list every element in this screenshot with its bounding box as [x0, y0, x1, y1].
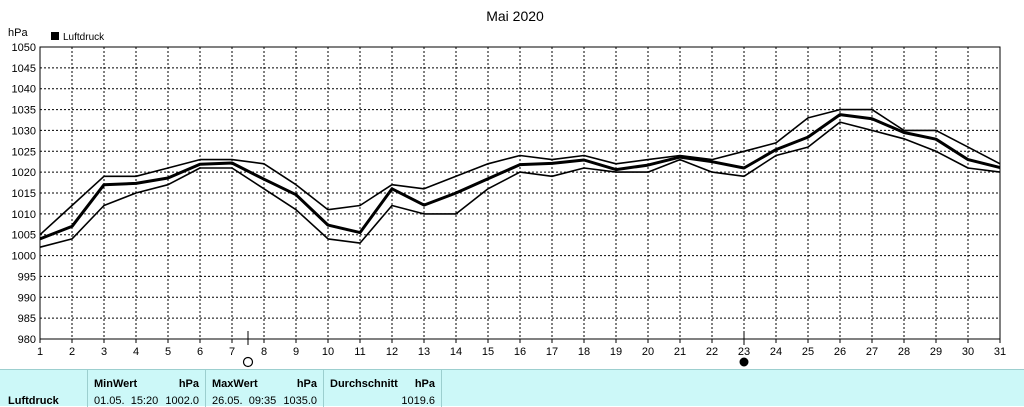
x-tick-label: 17: [546, 346, 558, 358]
x-tick-label: 20: [642, 346, 654, 358]
y-tick-label: 1040: [12, 84, 36, 96]
x-tick-label: 5: [165, 346, 171, 358]
stats-max-cell: MaxWert hPa 26.05. 09:35 1035.0: [206, 370, 324, 407]
x-tick-label: 31: [994, 346, 1006, 358]
series-line-max: [39, 108, 1001, 236]
x-tick-label: 6: [197, 346, 203, 358]
x-tick-label: 16: [514, 346, 526, 358]
moon-markers: [242, 331, 749, 368]
max-unit: hPa: [296, 378, 317, 390]
pressure-chart: Mai 2020 hPa Luftdruck 98098599099510001…: [8, 8, 1006, 368]
y-tick-label: 1035: [12, 105, 36, 117]
y-tick-label: 990: [18, 292, 36, 304]
x-tick-label: 15: [482, 346, 494, 358]
x-tick-label: 8: [261, 346, 267, 358]
avg-header: Durchschnitt: [330, 378, 398, 390]
plot-frame: [39, 46, 1001, 340]
x-tick-label: 28: [898, 346, 910, 358]
x-tick-label: 4: [133, 346, 139, 358]
x-tick-label: 14: [450, 346, 462, 358]
chart-title: Mai 2020: [486, 8, 544, 24]
legend-swatch: [51, 32, 59, 40]
x-tick-label: 9: [293, 346, 299, 358]
y-tick-label: 1030: [12, 125, 36, 137]
x-tick-label: 24: [770, 346, 782, 358]
stats-min-cell: MinWert hPa 01.05. 15:20 1002.0: [88, 370, 206, 407]
y-axis-unit: hPa: [8, 27, 28, 39]
x-tick-label: 12: [386, 346, 398, 358]
series-lines: [39, 108, 1001, 248]
x-tick-label: 11: [354, 346, 365, 358]
stats-series-label: Luftdruck: [8, 395, 59, 407]
y-tick-label: 1025: [12, 146, 36, 158]
y-axis: 980 985 990 995 1000 1005 1010 1015 1020 1025 1030…: [12, 42, 36, 346]
max-header: MaxWert: [212, 378, 258, 390]
x-tick-label: 21: [674, 346, 686, 358]
y-tick-label: 1005: [12, 230, 36, 242]
avg-unit: hPa: [414, 378, 435, 390]
x-tick-label: 18: [578, 346, 590, 358]
y-tick-label: 995: [18, 271, 36, 283]
y-tick-label: 1020: [12, 167, 36, 179]
y-tick-label: 1000: [12, 251, 36, 263]
grid-lines: [40, 47, 1000, 339]
x-tick-label: 1: [37, 346, 43, 358]
min-time: 01.05. 15:20: [94, 395, 159, 407]
x-tick-label: 2: [69, 346, 75, 358]
x-tick-label: 30: [962, 346, 974, 358]
max-time: 26.05. 09:35: [212, 395, 277, 407]
y-tick-label: 1045: [12, 63, 36, 75]
x-tick-label: 19: [610, 346, 622, 358]
moon-phase-icon: [242, 356, 254, 368]
x-tick-label: 25: [802, 346, 814, 358]
stats-avg-cell: Durchschnitt hPa 1019.6: [324, 370, 442, 407]
avg-value: 1019.6: [401, 395, 435, 407]
x-tick-label: 26: [834, 346, 846, 358]
x-tick-label: 13: [418, 346, 430, 358]
y-tick-label: 980: [18, 334, 36, 346]
x-tick-label: 27: [866, 346, 878, 358]
x-tick-label: 23: [738, 346, 750, 358]
stats-label-cell: Luftdruck: [0, 370, 88, 407]
series-line-mean: [39, 113, 1001, 241]
new-moon-icon: [739, 357, 749, 367]
x-tick-label: 10: [322, 346, 334, 358]
min-value: 1002.0: [165, 395, 199, 407]
x-tick-label: 3: [101, 346, 107, 358]
y-tick-label: 1015: [12, 188, 36, 200]
y-tick-label: 1010: [12, 209, 36, 221]
y-tick-label: 1050: [12, 42, 36, 54]
y-tick-label: 985: [18, 313, 36, 325]
x-tick-label: 22: [706, 346, 718, 358]
x-tick-label: 7: [229, 346, 235, 358]
series-line-min: [39, 121, 1001, 248]
x-axis: 1 2 3 4 5 6 7 8 9 10 11 12 13 14 15 16 17 18 19 20 21 22 23 24 2…: [37, 339, 1006, 358]
min-header: MinWert: [94, 378, 138, 390]
max-value: 1035.0: [283, 395, 317, 407]
legend-label: Luftdruck: [63, 32, 105, 43]
min-unit: hPa: [178, 378, 199, 390]
statistics-bar: Luftdruck MinWert hPa 01.05. 15:20 1002.…: [0, 369, 1024, 407]
x-tick-label: 29: [930, 346, 942, 358]
